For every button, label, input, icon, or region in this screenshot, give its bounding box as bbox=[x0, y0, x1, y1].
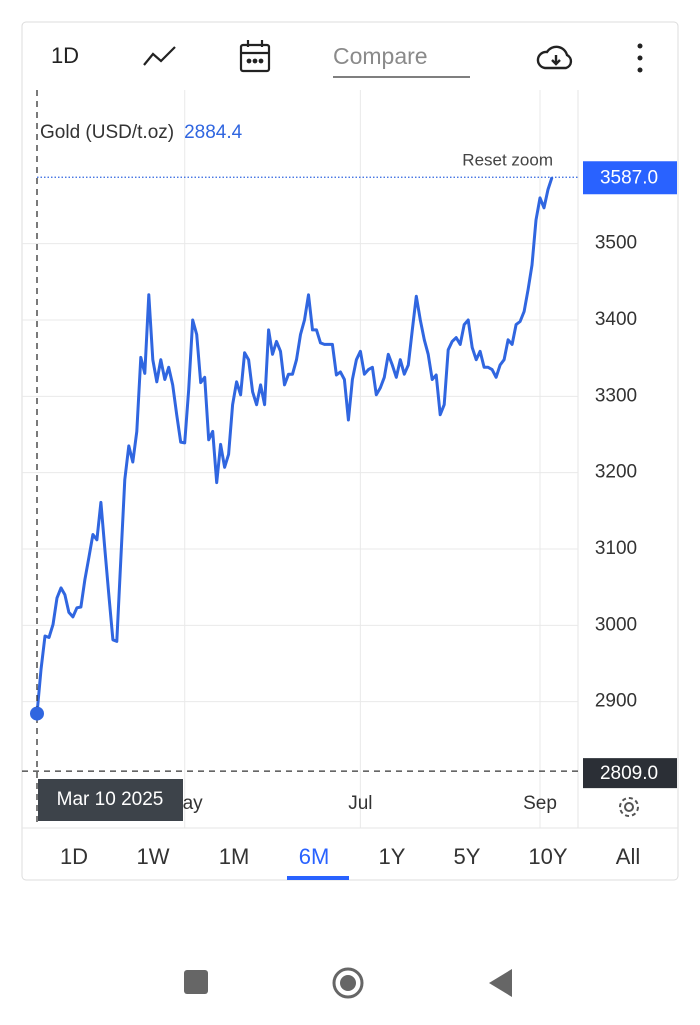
crosshair-price-label: 2809.0 bbox=[600, 763, 658, 784]
crosshair-date-label: Mar 10 2025 bbox=[57, 789, 164, 810]
legend: Gold (USD/t.oz) 2884.4 bbox=[40, 122, 243, 143]
legend-value: 2884.4 bbox=[184, 122, 243, 143]
reset-zoom[interactable]: Reset zoom bbox=[462, 150, 553, 169]
hover-point bbox=[30, 706, 44, 721]
y-tick-label: 3300 bbox=[595, 385, 637, 406]
nav-back[interactable] bbox=[489, 969, 512, 997]
y-tick-label: 3000 bbox=[595, 614, 637, 635]
crosshair-price-badge bbox=[583, 758, 677, 789]
last-price-badge bbox=[583, 161, 677, 195]
range-bar: 1D 1W 1M 6M 1Y 5Y 10Y All bbox=[60, 844, 640, 880]
range-button[interactable]: 1M bbox=[219, 844, 250, 869]
y-tick-label: 3200 bbox=[595, 462, 637, 483]
nav-home[interactable] bbox=[332, 967, 364, 999]
y-tick-label: 2900 bbox=[595, 691, 637, 712]
settings-icon[interactable] bbox=[619, 797, 639, 817]
range-button[interactable]: 1Y bbox=[379, 844, 406, 869]
x-tick-label: Jul bbox=[348, 793, 372, 814]
nav-recent[interactable] bbox=[184, 970, 208, 994]
last-price-label: 3587.0 bbox=[600, 167, 658, 188]
more-menu[interactable] bbox=[637, 43, 643, 73]
range-button[interactable]: 10Y bbox=[528, 844, 567, 869]
range-button[interactable]: 1W bbox=[137, 844, 170, 869]
interval-button[interactable]: 1D bbox=[51, 43, 79, 68]
legend-name: Gold (USD/t.oz) bbox=[40, 122, 174, 143]
y-tick-label: 3400 bbox=[595, 309, 637, 330]
range-selected-underline bbox=[287, 876, 349, 880]
download-icon[interactable] bbox=[536, 45, 573, 70]
range-button[interactable]: 1D bbox=[60, 844, 88, 869]
y-tick-label: 3500 bbox=[595, 233, 637, 254]
compare-input[interactable]: Compare bbox=[333, 43, 428, 69]
price-line bbox=[35, 176, 554, 714]
range-button[interactable]: 5Y bbox=[454, 844, 481, 869]
y-tick-label: 3100 bbox=[595, 538, 637, 559]
chart-card bbox=[21, 21, 679, 881]
range-button[interactable]: 6M bbox=[299, 844, 330, 869]
chart-type-icon[interactable] bbox=[143, 46, 176, 66]
x-tick-label: Sep bbox=[523, 793, 557, 814]
range-button[interactable]: All bbox=[616, 844, 640, 869]
calendar-icon[interactable] bbox=[239, 40, 271, 73]
crosshair-date-badge bbox=[38, 779, 183, 821]
